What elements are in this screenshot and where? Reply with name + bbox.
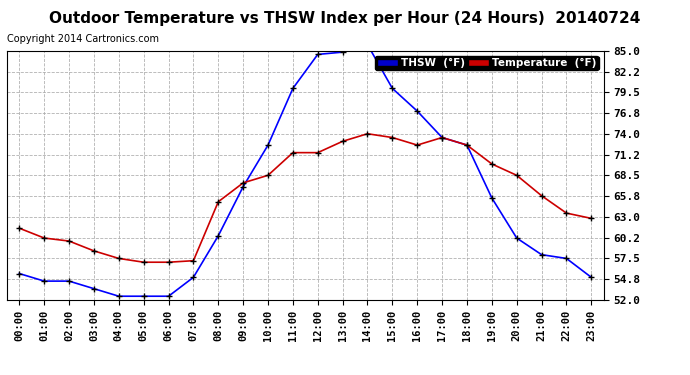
Text: Copyright 2014 Cartronics.com: Copyright 2014 Cartronics.com [7,34,159,44]
Legend: THSW  (°F), Temperature  (°F): THSW (°F), Temperature (°F) [375,56,598,70]
Text: Outdoor Temperature vs THSW Index per Hour (24 Hours)  20140724: Outdoor Temperature vs THSW Index per Ho… [49,11,641,26]
